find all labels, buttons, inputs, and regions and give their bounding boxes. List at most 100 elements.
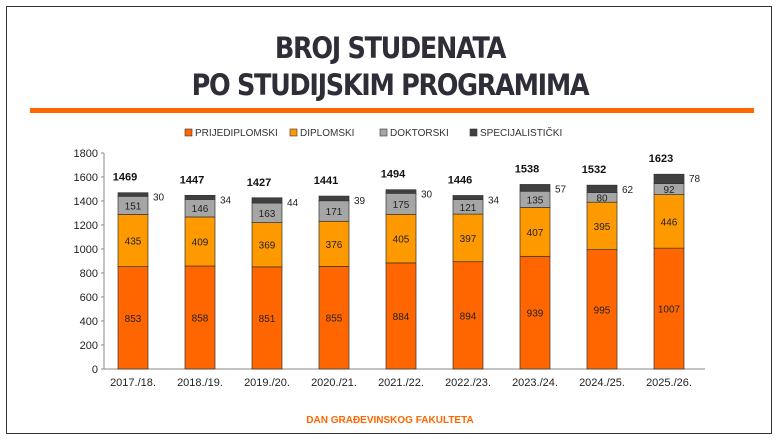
legend-label: PRIJEDIPLOMSKI — [195, 128, 278, 139]
data-label: 30 — [153, 193, 165, 204]
data-label: 1007 — [658, 305, 681, 316]
legend-label: DIPLOMSKI — [300, 128, 354, 139]
bar-segment-prijediplomski — [318, 266, 350, 370]
data-label: 151 — [125, 201, 142, 212]
data-label: 369 — [259, 241, 276, 252]
legend-label: DOKTORSKI — [390, 128, 449, 139]
data-label: 121 — [460, 203, 477, 214]
title-divider — [30, 108, 754, 113]
bar-segment-specijalistički — [385, 189, 417, 194]
bar-segment-diplomski — [653, 194, 685, 249]
legend-label: SPECIJALISTIČKI — [480, 126, 562, 139]
legend-swatch-2 — [379, 128, 388, 137]
total-label: 1538 — [515, 163, 539, 175]
y-tick-label: 200 — [80, 340, 98, 352]
y-tick-label: 600 — [80, 292, 98, 304]
x-tick-label: 2018./19. — [177, 377, 223, 389]
x-tick-label: 2020./21. — [311, 377, 357, 389]
data-label: 78 — [689, 174, 701, 185]
legend-swatch-1 — [289, 128, 298, 137]
title-line-2: PO STUDIJSKIM PROGRAMIMA — [191, 68, 590, 102]
bar-segment-diplomski — [117, 214, 149, 267]
data-label: 855 — [326, 314, 343, 325]
total-label: 1469 — [113, 172, 137, 184]
slide-frame — [6, 6, 772, 434]
total-label: 1532 — [582, 164, 606, 176]
bar-segment-diplomski — [251, 222, 283, 268]
bar-segment-diplomski — [452, 213, 484, 263]
bar-segment-prijediplomski — [653, 247, 685, 370]
data-label: 163 — [259, 209, 276, 220]
bar-segment-specijalistički — [117, 192, 149, 197]
y-tick-label: 1200 — [74, 220, 98, 232]
bar-segment-specijalistički — [318, 195, 350, 202]
data-label: 995 — [594, 305, 611, 316]
x-tick-label: 2025./26. — [646, 377, 692, 389]
data-label: 34 — [488, 195, 500, 206]
bar-segment-prijediplomski — [452, 261, 484, 370]
data-label: 57 — [555, 184, 567, 195]
bar-segment-diplomski — [318, 220, 350, 267]
data-label: 376 — [326, 240, 343, 251]
data-label: 39 — [354, 196, 366, 207]
bar-segment-specijalistički — [586, 184, 618, 193]
bar-segment-prijediplomski — [117, 266, 149, 370]
data-label: 851 — [259, 314, 276, 325]
x-tick-label: 2017./18. — [110, 377, 156, 389]
data-label: 397 — [460, 234, 477, 245]
bar-segment-diplomski — [519, 207, 551, 257]
bar-segment-specijalistički — [519, 184, 551, 192]
data-label: 34 — [220, 195, 232, 206]
y-tick-label: 0 — [92, 364, 98, 376]
data-label: 135 — [527, 195, 544, 206]
x-tick-label: 2022./23. — [445, 377, 491, 389]
title-line-1: BROJ STUDENATA — [274, 31, 506, 65]
data-label: 939 — [527, 309, 544, 320]
footer-text: DAN GRAĐEVINSKOG FAKULTETA — [306, 415, 474, 426]
data-label: 407 — [527, 228, 544, 239]
data-label: 80 — [596, 193, 608, 204]
x-tick-label: 2023./24. — [512, 377, 558, 389]
total-label: 1441 — [314, 175, 338, 187]
total-label: 1447 — [180, 174, 204, 186]
data-label: 395 — [594, 222, 611, 233]
bar-segment-specijalistički — [251, 197, 283, 204]
data-label: 853 — [125, 314, 142, 325]
data-label: 171 — [326, 207, 343, 218]
data-label: 92 — [663, 185, 675, 196]
bar-segment-specijalistički — [184, 195, 216, 200]
data-label: 894 — [460, 311, 477, 322]
y-tick-label: 400 — [80, 316, 98, 328]
x-tick-label: 2019./20. — [244, 377, 290, 389]
bar-segment-prijediplomski — [586, 249, 618, 370]
data-label: 62 — [622, 185, 634, 196]
data-label: 405 — [393, 235, 410, 246]
data-label: 44 — [287, 198, 299, 209]
bar-segment-diplomski — [184, 216, 216, 267]
y-tick-label: 1400 — [74, 196, 98, 208]
data-label: 435 — [125, 237, 142, 248]
data-label: 446 — [661, 217, 678, 228]
bar-segment-specijalistički — [653, 173, 685, 184]
y-tick-label: 1800 — [74, 148, 98, 160]
total-label: 1623 — [649, 153, 673, 165]
legend-swatch-3 — [469, 128, 478, 137]
total-label: 1427 — [247, 177, 271, 189]
bar-segment-specijalistički — [452, 195, 484, 200]
data-label: 175 — [393, 200, 410, 211]
legend-swatch-0 — [184, 128, 193, 137]
x-tick-label: 2024./25. — [579, 377, 625, 389]
y-tick-label: 800 — [80, 268, 98, 280]
total-label: 1494 — [381, 169, 406, 181]
x-tick-label: 2021./22. — [378, 377, 424, 389]
data-label: 884 — [393, 312, 410, 323]
data-label: 409 — [192, 238, 209, 249]
total-label: 1446 — [448, 174, 472, 186]
y-tick-label: 1600 — [74, 172, 98, 184]
bar-segment-prijediplomski — [184, 265, 216, 370]
chart-title: BROJ STUDENATA PO STUDIJSKIM PROGRAMIMA — [47, 30, 733, 104]
data-label: 30 — [421, 190, 433, 201]
data-label: 146 — [192, 204, 209, 215]
y-tick-label: 1000 — [74, 244, 98, 256]
